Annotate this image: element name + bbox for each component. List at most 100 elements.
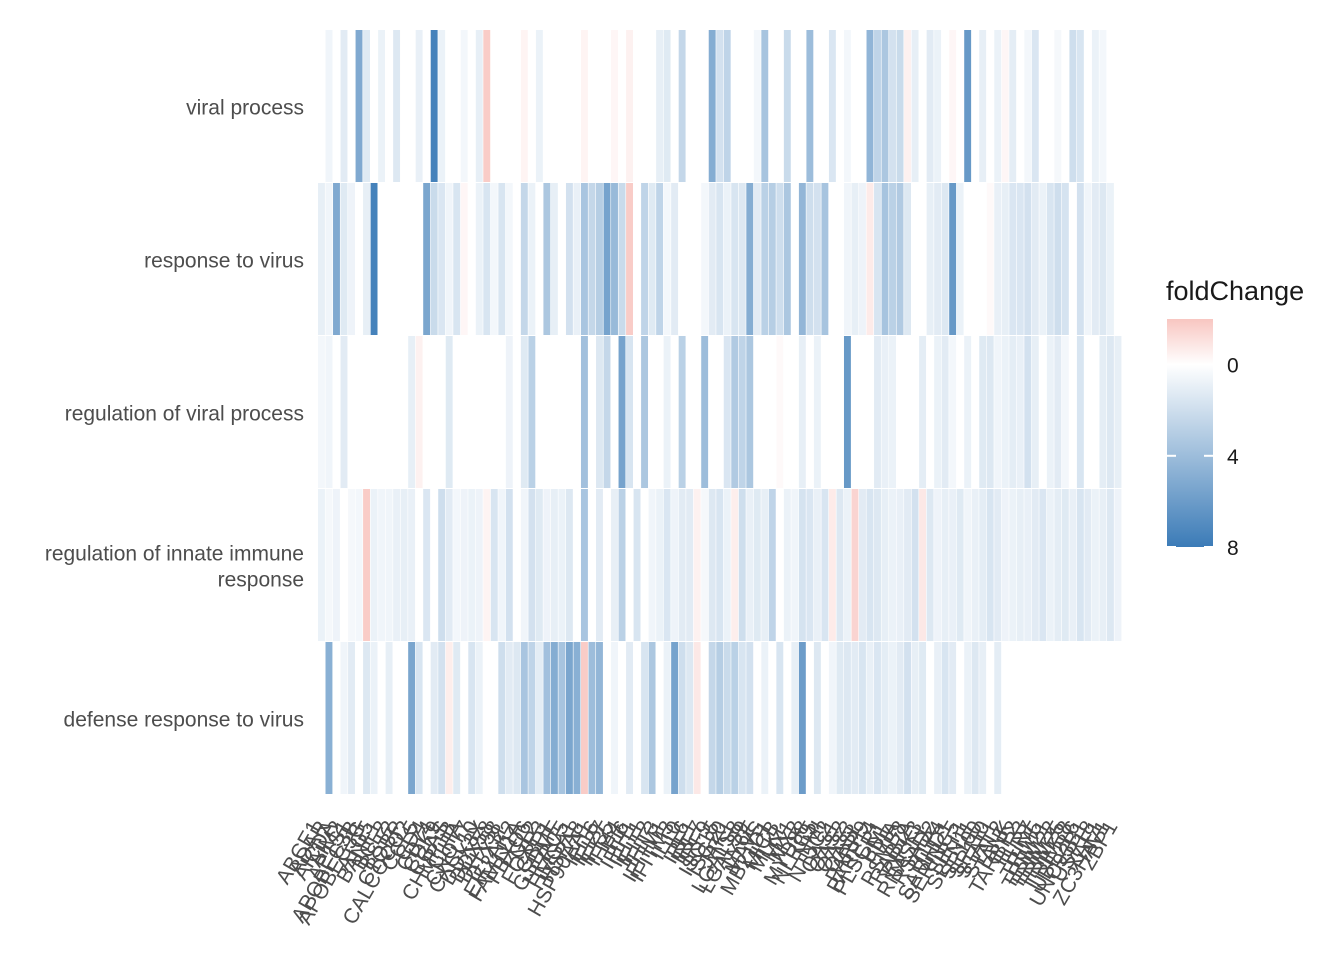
heatmap-cell: [911, 489, 919, 641]
heatmap-cell: [648, 642, 656, 794]
row-label: regulation of innate immune: [45, 543, 304, 566]
heatmap-cell: [986, 183, 994, 335]
heatmap-cell: [859, 183, 866, 335]
heatmap-cell: [896, 30, 904, 182]
heatmap-cell: [708, 642, 716, 794]
heatmap-cell: [618, 489, 626, 641]
heatmap-cell: [498, 183, 506, 335]
heatmap-cell: [363, 642, 370, 794]
heatmap-cell: [1061, 336, 1069, 488]
heatmap-cell: [573, 642, 581, 794]
heatmap-cell: [318, 336, 325, 488]
heatmap-cell: [708, 183, 716, 335]
heatmap-cell: [1069, 489, 1077, 641]
heatmap-cell: [573, 183, 581, 335]
heatmap-cell: [874, 183, 881, 335]
heatmap-cell: [663, 489, 671, 641]
heatmap-cell: [550, 183, 558, 335]
heatmap-cell: [1001, 30, 1009, 182]
heatmap-cell: [738, 642, 746, 794]
heatmap-cell: [979, 336, 987, 488]
heatmap-cell: [941, 336, 949, 488]
heatmap-cell: [543, 642, 551, 794]
heatmap-cell: [550, 489, 558, 641]
heatmap-cell: [806, 30, 814, 182]
heatmap-cell: [648, 489, 656, 641]
heatmap-cell: [528, 336, 536, 488]
heatmap-cell: [671, 183, 679, 335]
heatmap-cell: [686, 642, 694, 794]
heatmap-cell: [874, 489, 881, 641]
heatmap-cell: [1099, 183, 1107, 335]
heatmap-cell: [738, 336, 746, 488]
heatmap-cell: [656, 489, 664, 641]
heatmap-cell: [881, 30, 889, 182]
heatmap-cell: [1099, 30, 1107, 182]
heatmap-cell: [1106, 336, 1114, 488]
heatmap-cell: [813, 183, 821, 335]
heatmap-cell: [603, 336, 611, 488]
heatmap-cell: [393, 489, 401, 641]
heatmap-cell: [588, 642, 596, 794]
heatmap-cell: [1046, 489, 1054, 641]
heatmap-cell: [708, 489, 716, 641]
heatmap-cell: [520, 642, 528, 794]
heatmap-cell: [1031, 336, 1039, 488]
heatmap-cell: [934, 30, 942, 182]
heatmap-cell: [708, 30, 716, 182]
heatmap-cell: [783, 183, 791, 335]
heatmap-cell: [1099, 336, 1107, 488]
heatmap-cell: [1009, 183, 1017, 335]
row-label: response to virus: [144, 250, 304, 273]
heatmap-cell: [1099, 489, 1107, 641]
heatmap-cell: [333, 489, 340, 641]
heatmap-cell: [843, 30, 851, 182]
heatmap-cell: [761, 642, 769, 794]
heatmap-cell: [475, 642, 483, 794]
heatmap-cell: [949, 489, 957, 641]
heatmap-cell: [986, 489, 994, 641]
heatmap-cell: [859, 489, 866, 641]
heatmap-cell: [1039, 489, 1047, 641]
heatmap-cell: [971, 642, 979, 794]
heatmap-cell: [423, 183, 431, 335]
heatmap-cell: [671, 489, 679, 641]
heatmap-cell: [1031, 30, 1039, 182]
heatmap-cell: [851, 183, 859, 335]
heatmap-cell: [535, 489, 543, 641]
heatmap-cell: [1009, 336, 1017, 488]
heatmap-cell: [941, 489, 949, 641]
heatmap-cell: [535, 642, 543, 794]
heatmap-cell: [1091, 489, 1099, 641]
heatmap-cell: [701, 183, 709, 335]
heatmap-cell: [716, 489, 724, 641]
heatmap-cell: [513, 642, 521, 794]
heatmap-cell: [1114, 489, 1122, 641]
heatmap-cell: [408, 336, 416, 488]
heatmap-cell: [580, 183, 588, 335]
heatmap-cell: [859, 642, 866, 794]
color-legend: foldChange 0 4 8: [1166, 276, 1304, 560]
heatmap-cell: [468, 489, 476, 641]
heatmap-cell: [438, 489, 446, 641]
heatmap-cell: [490, 489, 498, 641]
heatmap-cell: [641, 642, 649, 794]
heatmap-cell: [408, 642, 416, 794]
heatmap-cell: [904, 642, 911, 794]
heatmap-cell: [843, 642, 851, 794]
heatmap-cell: [535, 30, 543, 182]
heatmap-cell: [453, 183, 461, 335]
heatmap-cell: [611, 489, 618, 641]
heatmap-cell: [550, 642, 558, 794]
heatmap-cell: [896, 642, 904, 794]
heatmap-cell: [821, 183, 829, 335]
heatmap-cell: [949, 642, 957, 794]
heatmap-cell: [1069, 30, 1077, 182]
heatmap-cell: [626, 30, 633, 182]
heatmap-cell: [520, 336, 528, 488]
heatmap-cell: [483, 183, 491, 335]
heatmap-cell: [656, 30, 664, 182]
heatmap-cells: [318, 30, 1122, 794]
heatmap-cell: [558, 642, 566, 794]
heatmap-cell: [904, 183, 911, 335]
